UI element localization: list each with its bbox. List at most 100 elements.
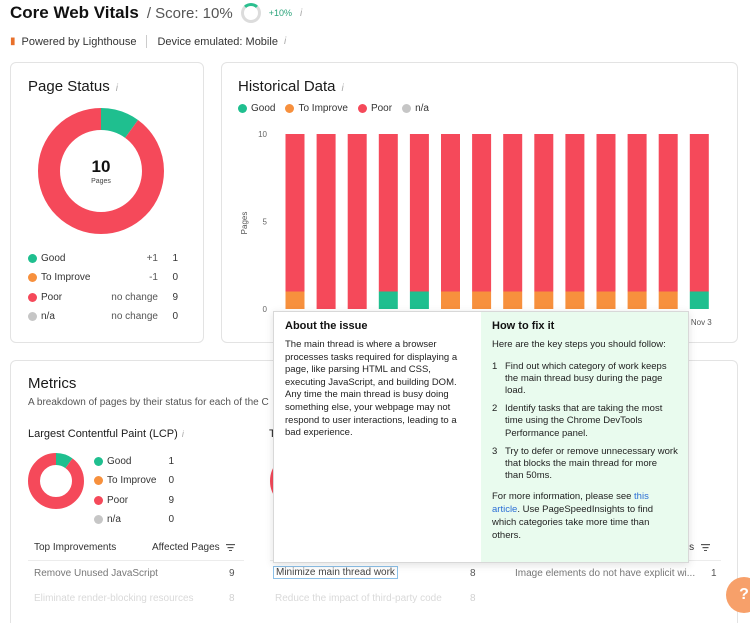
- bar-segment[interactable]: [565, 134, 585, 292]
- status-dot: [94, 476, 103, 485]
- bar-segment[interactable]: [596, 134, 616, 292]
- sort-icon[interactable]: [226, 543, 236, 551]
- improvement-item[interactable]: Remove Unused JavaScript: [34, 568, 158, 579]
- bar-segment[interactable]: [409, 291, 429, 310]
- lcp-legend-row: To Improve 0: [94, 474, 174, 488]
- status-name: Good: [41, 252, 66, 264]
- improvement-item[interactable]: Image elements do not have explicit wi..…: [515, 568, 696, 579]
- page-status-donut: [38, 108, 164, 234]
- legend-item[interactable]: Good: [238, 103, 275, 114]
- status-name: To Improve: [107, 475, 157, 486]
- improvement-item-selected[interactable]: Minimize main thread work: [273, 566, 398, 579]
- bar-segment[interactable]: [503, 291, 523, 310]
- bar-segment[interactable]: [565, 291, 585, 310]
- y-tick-label: 5: [263, 218, 268, 227]
- status-dot: [28, 312, 37, 321]
- lcp-legend-row: n/a 0: [94, 513, 174, 527]
- bar-segment[interactable]: [285, 291, 305, 310]
- status-count: 9: [168, 494, 174, 506]
- bar-segment[interactable]: [627, 291, 647, 310]
- bar-segment[interactable]: [627, 134, 647, 292]
- legend-item[interactable]: Poor: [357, 103, 392, 114]
- legend-dot: [285, 104, 295, 113]
- bar-segment[interactable]: [503, 134, 523, 292]
- legend-item[interactable]: n/a: [402, 103, 429, 114]
- bar-segment[interactable]: [347, 134, 367, 309]
- legend-label: Good: [251, 103, 276, 114]
- status-count: 0: [172, 272, 178, 283]
- bar-segment[interactable]: [534, 134, 554, 292]
- step-number: 1: [492, 360, 498, 372]
- status-dot: [94, 515, 103, 524]
- bar-segment[interactable]: [472, 291, 492, 310]
- historical-data-card: Historical Data i Good To Improve Poor n/a 0…: [221, 62, 738, 343]
- help-button-label: ?: [739, 586, 749, 603]
- article-link[interactable]: this article: [492, 491, 649, 516]
- bar-segment[interactable]: [658, 291, 678, 310]
- more-info: For more information, please see this ar…: [492, 490, 678, 542]
- legend-item[interactable]: To Improve: [285, 103, 348, 114]
- poor-slice: [28, 453, 84, 509]
- affected-pages-header[interactable]: Affected Pages: [152, 542, 236, 553]
- affected-count: 8: [229, 593, 235, 604]
- historical-title-text: Historical Data: [238, 78, 336, 95]
- info-icon[interactable]: i: [283, 36, 287, 47]
- info-icon[interactable]: i: [181, 429, 184, 439]
- score-text: / Score: 10%: [146, 4, 233, 22]
- status-legend-row: To Improve -1 0: [28, 271, 178, 285]
- bar-segment[interactable]: [441, 134, 460, 292]
- fix-step: 2 Identify tasks that are taking the most…: [492, 403, 678, 440]
- step-number: 2: [492, 403, 498, 415]
- powered-by-text: Powered by Lighthouse: [21, 35, 137, 48]
- lcp-title: Largest Contentful Paint (LCP) i: [28, 428, 184, 440]
- bar-segment[interactable]: [596, 291, 616, 310]
- bar-segment[interactable]: [316, 134, 336, 309]
- x-tick-label: Nov 3: [691, 318, 712, 327]
- affected-count: 9: [229, 568, 235, 579]
- help-button[interactable]: ?: [726, 577, 750, 613]
- affected-count: 8: [470, 568, 476, 579]
- report-meta: ▮ Powered by Lighthouse Device emulated:…: [10, 35, 286, 48]
- sort-icon[interactable]: [700, 543, 710, 551]
- bar-segment[interactable]: [689, 134, 709, 292]
- status-dot: [94, 456, 103, 466]
- affected-count: 8: [470, 593, 476, 604]
- bar-segment[interactable]: [285, 134, 305, 292]
- info-icon[interactable]: i: [115, 83, 118, 94]
- info-icon[interactable]: i: [341, 83, 344, 94]
- more-info-prefix: For more information, please see: [492, 491, 632, 503]
- page-status-card: Page Status i 10 Pages Good +1 1 To Improve -…: [10, 62, 204, 343]
- status-count: 0: [168, 514, 174, 525]
- legend-dot: [238, 104, 247, 113]
- affected-count: 1: [711, 568, 717, 579]
- legend-dot: [402, 104, 412, 113]
- bar-segment[interactable]: [472, 134, 492, 292]
- fix-step: 1 Find out which category of work keeps t…: [492, 361, 678, 398]
- bar-segment[interactable]: [689, 291, 709, 310]
- about-issue-panel: About the issue The main thread is where…: [274, 312, 481, 562]
- bar-segment[interactable]: [534, 291, 554, 310]
- bar-segment[interactable]: [378, 134, 398, 292]
- improvement-item[interactable]: Eliminate render-blocking resources: [34, 593, 194, 604]
- info-icon[interactable]: i: [299, 7, 303, 19]
- bar-segment[interactable]: [441, 291, 460, 310]
- historical-chart: 0 5 10 Pages Nov 3: [240, 130, 712, 327]
- page-title: Core Web Vitals: [10, 3, 139, 22]
- how-to-fix-panel: How to fix it Here are the key steps you…: [481, 312, 688, 562]
- y-axis-label: Pages: [240, 212, 249, 235]
- legend-dot: [357, 104, 367, 113]
- bar-segment[interactable]: [658, 134, 678, 292]
- status-change: no change: [111, 311, 158, 322]
- bar-segment[interactable]: [409, 134, 429, 292]
- status-dot: [28, 253, 37, 263]
- device-text: Device emulated: Mobile: [157, 35, 278, 48]
- lcp-legend-row: Good 1: [94, 454, 174, 468]
- more-info-suffix: . Use PageSpeedInsights to find which ca…: [492, 504, 654, 542]
- status-name: Poor: [107, 494, 129, 506]
- status-dot: [28, 292, 37, 302]
- metrics-title: Metrics: [28, 375, 77, 392]
- improvement-item[interactable]: Reduce the impact of third-party code: [275, 593, 442, 604]
- fix-steps: 1 Find out which category of work keeps t…: [492, 361, 678, 483]
- bar-segment[interactable]: [378, 291, 398, 310]
- status-dot: [94, 495, 103, 505]
